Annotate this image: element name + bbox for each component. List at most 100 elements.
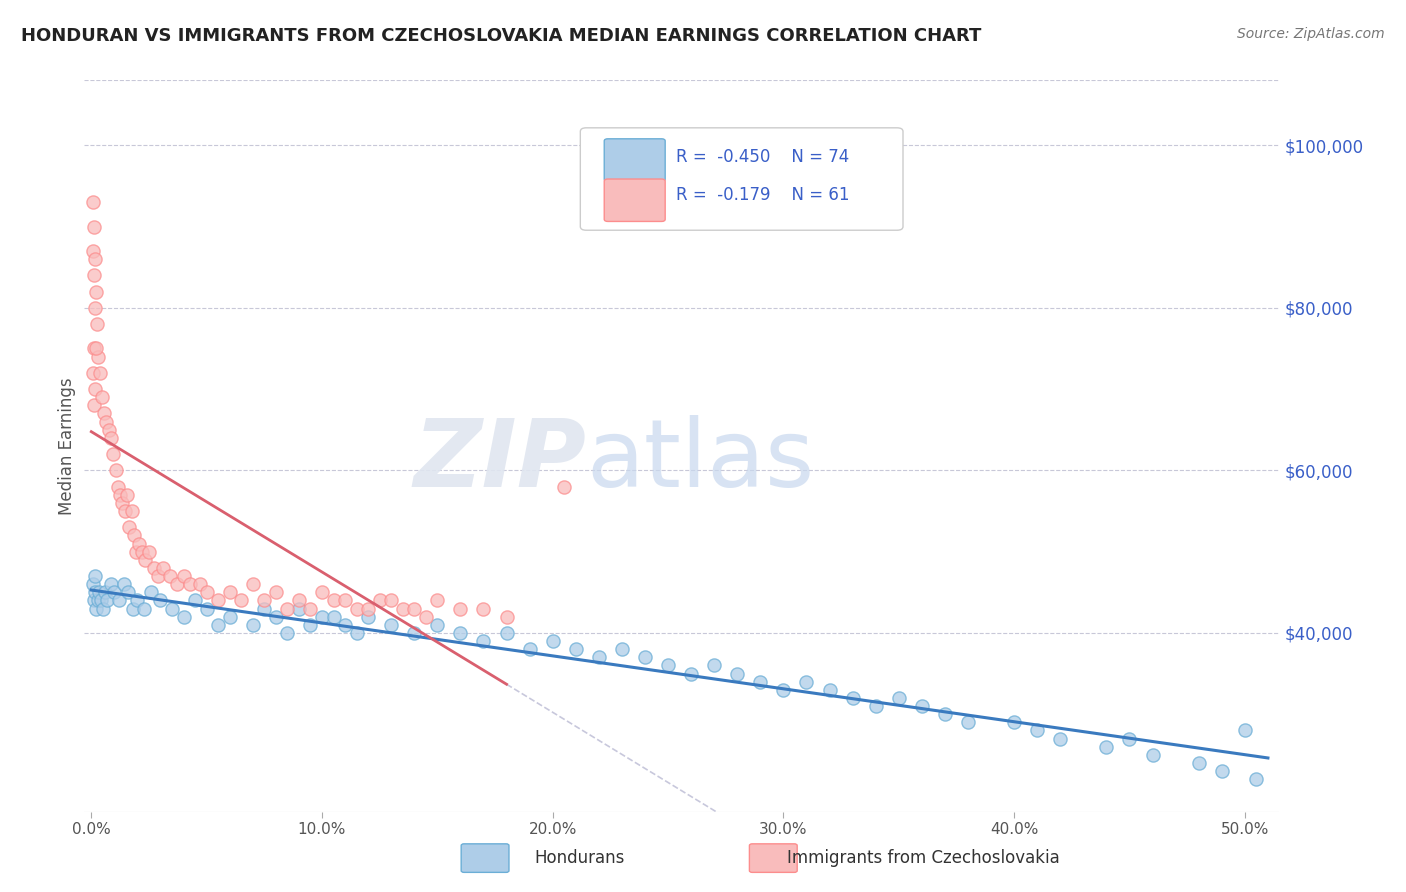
Point — [108, 593, 131, 607]
Point — [391, 601, 413, 615]
Point — [322, 593, 344, 607]
Point — [131, 544, 153, 558]
Point — [956, 715, 979, 730]
Point — [86, 317, 108, 331]
Point — [357, 609, 380, 624]
Point — [887, 690, 910, 705]
Point — [725, 666, 748, 681]
Point — [449, 601, 471, 615]
Point — [346, 601, 368, 615]
Point — [112, 577, 135, 591]
Point — [83, 268, 105, 283]
Point — [264, 609, 287, 624]
Point — [195, 585, 218, 599]
FancyBboxPatch shape — [605, 179, 665, 221]
Point — [1049, 731, 1071, 746]
Point — [1188, 756, 1211, 770]
Point — [111, 496, 134, 510]
Text: HONDURAN VS IMMIGRANTS FROM CZECHOSLOVAKIA MEDIAN EARNINGS CORRELATION CHART: HONDURAN VS IMMIGRANTS FROM CZECHOSLOVAK… — [21, 27, 981, 45]
Point — [184, 593, 207, 607]
Point — [152, 561, 174, 575]
Point — [553, 480, 575, 494]
Point — [96, 593, 118, 607]
Point — [1246, 772, 1268, 787]
Point — [426, 593, 449, 607]
Text: ZIP: ZIP — [413, 415, 586, 507]
Point — [149, 593, 172, 607]
Point — [84, 585, 107, 599]
Point — [380, 617, 402, 632]
Point — [84, 301, 107, 315]
Point — [179, 577, 201, 591]
Point — [117, 585, 139, 599]
Point — [1233, 723, 1256, 738]
Point — [264, 585, 287, 599]
Point — [84, 382, 107, 396]
Point — [276, 601, 298, 615]
Point — [96, 415, 118, 429]
Point — [276, 626, 298, 640]
Point — [148, 569, 170, 583]
Point — [1002, 715, 1025, 730]
Point — [588, 650, 610, 665]
Text: R =  -0.450    N = 74: R = -0.450 N = 74 — [676, 147, 849, 166]
Point — [86, 601, 108, 615]
Point — [91, 601, 114, 615]
Point — [380, 593, 402, 607]
Point — [610, 642, 633, 657]
Point — [83, 252, 105, 266]
Point — [796, 674, 818, 689]
Point — [242, 617, 264, 632]
Point — [83, 398, 105, 412]
Point — [87, 593, 110, 607]
Point — [703, 658, 725, 673]
Point — [89, 366, 111, 380]
Point — [82, 366, 104, 380]
Point — [426, 617, 449, 632]
Point — [100, 577, 122, 591]
Point — [127, 593, 149, 607]
Text: R =  -0.179    N = 61: R = -0.179 N = 61 — [676, 186, 849, 204]
Point — [681, 666, 703, 681]
Point — [311, 585, 333, 599]
Point — [108, 488, 131, 502]
Point — [97, 423, 120, 437]
Point — [84, 285, 107, 299]
Point — [128, 536, 150, 550]
Point — [103, 585, 125, 599]
Point — [749, 674, 772, 689]
Point — [93, 407, 115, 421]
Point — [322, 609, 344, 624]
Point — [1026, 723, 1049, 738]
Point — [934, 707, 956, 722]
Point — [253, 593, 276, 607]
Point — [121, 504, 143, 518]
Point — [565, 642, 588, 657]
Point — [772, 682, 794, 697]
Point — [90, 593, 112, 607]
Point — [207, 617, 229, 632]
Point — [160, 601, 183, 615]
Point — [89, 585, 111, 599]
Point — [134, 553, 156, 567]
Text: Hondurans: Hondurans — [534, 849, 624, 867]
Point — [90, 390, 112, 404]
Point — [86, 342, 108, 356]
Point — [218, 585, 240, 599]
Point — [218, 609, 240, 624]
Point — [100, 431, 122, 445]
Point — [541, 634, 564, 648]
Point — [495, 609, 517, 624]
Point — [82, 244, 104, 258]
Point — [138, 544, 160, 558]
Point — [1095, 739, 1118, 754]
Point — [159, 569, 181, 583]
Point — [104, 463, 127, 477]
FancyBboxPatch shape — [605, 139, 665, 181]
Point — [87, 350, 110, 364]
FancyBboxPatch shape — [581, 128, 903, 230]
Point — [253, 601, 276, 615]
Point — [166, 577, 188, 591]
Point — [333, 593, 356, 607]
Point — [657, 658, 679, 673]
